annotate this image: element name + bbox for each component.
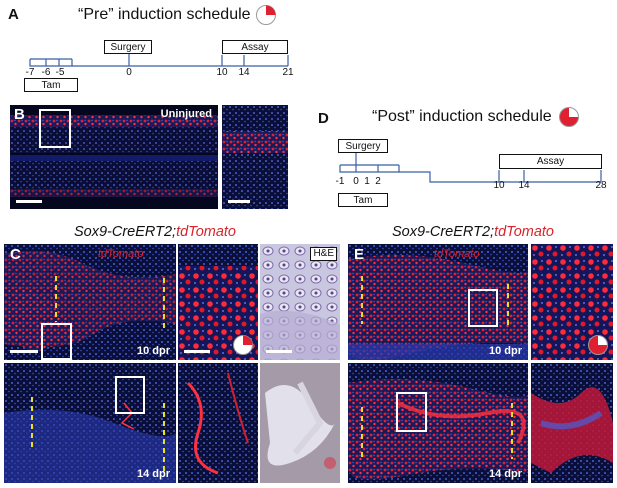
tick-d-28: 28 xyxy=(595,180,607,191)
micrograph-c-he-bottom xyxy=(260,363,340,483)
tam-box-a: Tam xyxy=(24,78,78,92)
micrograph-c-bottom-main: 14 dpr xyxy=(4,363,176,483)
pie-icon-e xyxy=(588,335,608,355)
panel-letter-a: A xyxy=(8,6,19,23)
micrograph-b-main: Uninjured xyxy=(10,105,218,209)
micrograph-e-top-zoom xyxy=(531,244,613,360)
tam-box-d: Tam xyxy=(338,193,388,207)
tick-d-neg1: -1 xyxy=(335,176,345,187)
pie-icon-mostly xyxy=(559,107,579,127)
genotype-e: Sox9-CreERT2;tdTomato xyxy=(392,224,554,240)
tick-a-0: 0 xyxy=(126,67,132,78)
micrograph-e-bottom-zoom xyxy=(531,363,613,483)
panel-letter-e: E xyxy=(354,246,365,263)
tick-a-neg6: -6 xyxy=(41,67,51,78)
micrograph-c-he: H&E xyxy=(260,244,340,360)
panel-a-title: “Pre” induction schedule xyxy=(78,6,251,23)
tick-a-neg7: -7 xyxy=(25,67,35,78)
dpr-10-label-e: 10 dpr xyxy=(488,345,522,357)
tick-d-10: 10 xyxy=(493,180,505,191)
panel-d-title: “Post” induction schedule xyxy=(372,108,552,125)
stain-label-e: tdTomato xyxy=(434,248,480,260)
timeline-a xyxy=(29,52,289,67)
panel-letter-b: B xyxy=(14,106,25,123)
micrograph-e-bottom-main: 14 dpr xyxy=(348,363,528,483)
timeline-d xyxy=(339,153,602,183)
uninjured-label: Uninjured xyxy=(160,108,212,120)
tick-a-neg5: -5 xyxy=(55,67,65,78)
surgery-box-a: Surgery xyxy=(104,40,152,54)
surgery-box-d: Surgery xyxy=(338,139,388,153)
micrograph-b-inset xyxy=(222,105,288,209)
micrograph-c-top-main: tdTomato 10 dpr xyxy=(4,244,176,360)
micrograph-e-top-main: tdTomato 10 dpr xyxy=(348,244,528,360)
tick-a-14: 14 xyxy=(238,67,250,78)
dpr-10-label-c: 10 dpr xyxy=(136,345,170,357)
assay-box-d: Assay xyxy=(499,154,602,169)
tick-d-2: 2 xyxy=(375,176,381,187)
tick-d-14: 14 xyxy=(518,180,530,191)
tick-a-21: 21 xyxy=(282,67,294,78)
pie-icon-c xyxy=(233,335,253,355)
dpr-14-label-e: 14 dpr xyxy=(488,468,522,480)
assay-box-a: Assay xyxy=(222,40,288,54)
pie-icon-partial xyxy=(256,5,276,25)
tick-a-10: 10 xyxy=(216,67,228,78)
micrograph-c-bottom-zoom xyxy=(178,363,258,483)
he-label: H&E xyxy=(310,247,337,261)
genotype-c: Sox9-CreERT2;tdTomato xyxy=(74,224,236,240)
tick-d-1: 1 xyxy=(364,176,370,187)
micrograph-c-top-zoom xyxy=(178,244,258,360)
stain-label-c: tdTomato xyxy=(98,248,144,260)
panel-letter-c: C xyxy=(10,246,21,263)
tick-d-0: 0 xyxy=(353,176,359,187)
dpr-14-label-c: 14 dpr xyxy=(136,468,170,480)
panel-letter-d: D xyxy=(318,110,329,127)
